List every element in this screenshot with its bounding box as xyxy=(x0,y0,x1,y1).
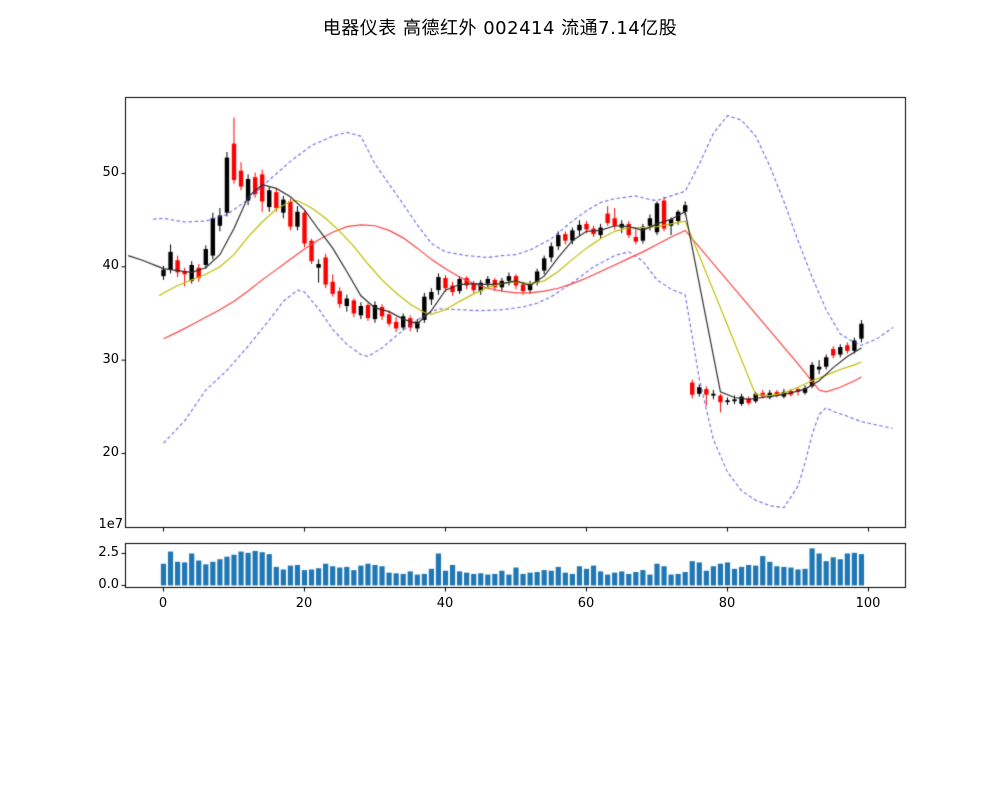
volume-ytick-label: 2.5 xyxy=(98,544,119,560)
x-tick-label: 60 xyxy=(577,596,595,611)
price-ytick-label: 50 xyxy=(102,164,119,180)
x-tick-label: 0 xyxy=(158,596,168,611)
x-tick-label: 20 xyxy=(295,596,313,611)
x-tick-label: 80 xyxy=(718,596,736,611)
volume-offset-label: 1e7 xyxy=(98,517,123,532)
volume-ytick-label: 0.0 xyxy=(98,576,119,592)
x-tick-label: 40 xyxy=(436,596,454,611)
chart-title: 电器仪表 高德红外 002414 流通7.14亿股 xyxy=(322,18,678,39)
price-ytick-label: 20 xyxy=(102,444,119,460)
price-ytick-label: 40 xyxy=(102,258,119,274)
x-tick-label: 100 xyxy=(855,596,881,611)
price-ytick-label: 30 xyxy=(102,351,119,367)
